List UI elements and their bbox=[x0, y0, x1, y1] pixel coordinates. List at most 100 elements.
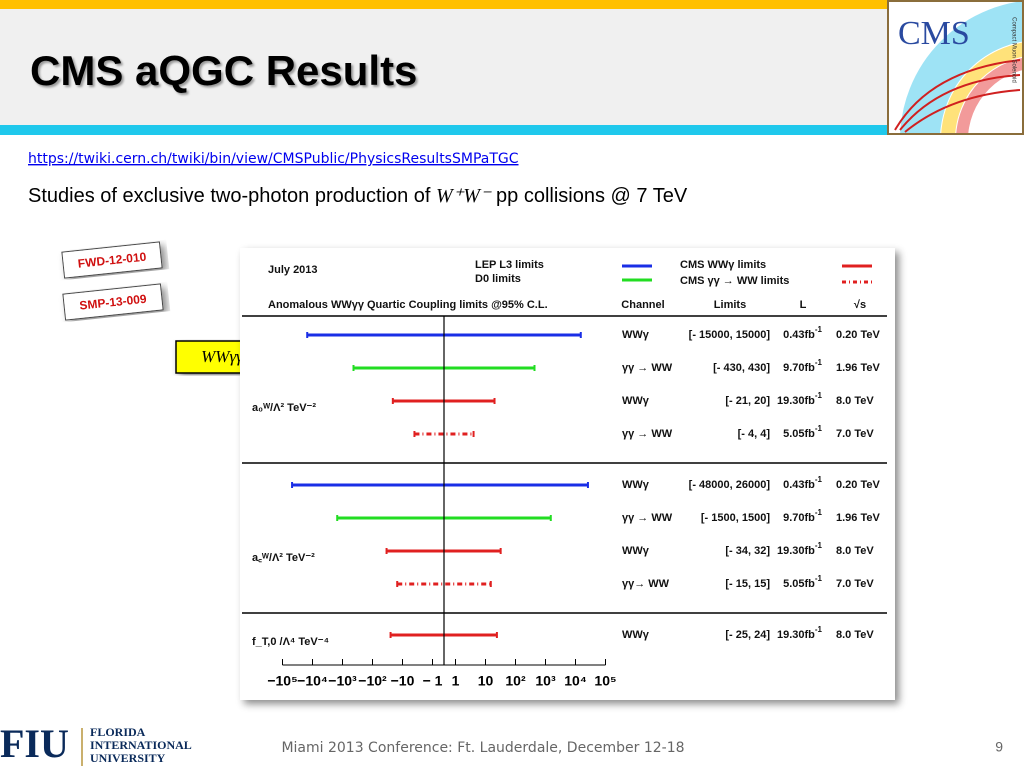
logo-side-text: Compact Muon Solenoid bbox=[1010, 17, 1016, 83]
slide-title: CMS aQGC Results bbox=[30, 47, 417, 94]
x-tick-label: −10³ bbox=[328, 673, 357, 689]
limits: [- 34, 32] bbox=[725, 545, 770, 557]
limits: [- 15000, 15000] bbox=[689, 329, 771, 341]
energy: 8.0 TeV bbox=[836, 545, 874, 557]
channel: WWγ bbox=[622, 329, 650, 341]
link[interactable]: https://twiki.cern.ch/twiki/bin/view/CMS… bbox=[28, 151, 519, 167]
x-tick-label: − 1 bbox=[423, 673, 443, 689]
lumi-value: 19.30fb bbox=[777, 629, 815, 641]
lumi-value: 0.43fb bbox=[783, 329, 815, 341]
legend-label: CMS γγ → WW limits bbox=[680, 275, 789, 287]
x-tick-label: 10⁴ bbox=[564, 673, 587, 689]
lumi-unit: -1 bbox=[815, 424, 823, 433]
x-tick-label: −10² bbox=[358, 673, 387, 689]
limits: [- 15, 15] bbox=[725, 578, 770, 590]
page-number: 9 bbox=[995, 739, 1003, 755]
header-rule bbox=[0, 125, 1024, 135]
limits: [- 21, 20] bbox=[725, 395, 770, 407]
x-tick-label: 10² bbox=[505, 673, 526, 689]
column-header: L bbox=[800, 299, 807, 311]
channel: γγ→ WW bbox=[622, 578, 670, 590]
tag: FWD-12-010 bbox=[61, 241, 163, 279]
luminosity: 19.30fb-1 bbox=[777, 625, 823, 641]
channel: γγ → WW bbox=[622, 512, 673, 524]
lumi-unit: -1 bbox=[815, 391, 823, 400]
channel: γγ → WW bbox=[622, 428, 673, 440]
coupling-label: a₀ᵂ/Λ² TeV⁻² bbox=[252, 402, 316, 414]
luminosity: 5.05fb-1 bbox=[783, 424, 822, 440]
subtitle-before: Studies of exclusive two-photon producti… bbox=[28, 185, 431, 207]
lumi-unit: -1 bbox=[815, 574, 823, 583]
lumi-unit: -1 bbox=[815, 625, 823, 634]
top-strip bbox=[0, 0, 1024, 9]
channel: WWγ bbox=[622, 479, 650, 491]
coupling-label: f_T,0 /Λ⁴ TeV⁻⁴ bbox=[252, 636, 329, 648]
university-line: UNIVERSITY bbox=[90, 751, 166, 765]
plot-subtitle: Anomalous WWγγ Quartic Coupling limits @… bbox=[268, 299, 548, 311]
plot: July 2013 Anomalous WWγγ Quartic Coupling… bbox=[242, 259, 887, 689]
channel: γγ → WW bbox=[622, 362, 673, 374]
energy: 0.20 TeV bbox=[836, 479, 880, 491]
luminosity: 5.05fb-1 bbox=[783, 574, 822, 590]
energy: 1.96 TeV bbox=[836, 512, 880, 524]
energy: 7.0 TeV bbox=[836, 578, 874, 590]
university-line: FLORIDA bbox=[90, 725, 146, 739]
cms-logo: CMS Compact Muon Solenoid bbox=[887, 0, 1024, 135]
lumi-unit: -1 bbox=[815, 475, 823, 484]
limits: [- 4, 4] bbox=[738, 428, 771, 440]
lumi-unit: -1 bbox=[815, 325, 823, 334]
subtitle-after: pp collisions @ 7 TeV bbox=[496, 185, 688, 207]
university-line: INTERNATIONAL bbox=[90, 738, 192, 752]
lumi-value: 19.30fb bbox=[777, 545, 815, 557]
lumi-unit: -1 bbox=[815, 508, 823, 517]
energy: 1.96 TeV bbox=[836, 362, 880, 374]
x-tick-label: −10⁴ bbox=[297, 673, 328, 689]
lumi-value: 0.43fb bbox=[783, 479, 815, 491]
lumi-value: 5.05fb bbox=[783, 578, 815, 590]
lumi-value: 9.70fb bbox=[783, 512, 815, 524]
footer-conference: Miami 2013 Conference: Ft. Lauderdale, D… bbox=[281, 740, 684, 756]
lumi-unit: -1 bbox=[815, 358, 823, 367]
subtitle: Studies of exclusive two-photon producti… bbox=[28, 185, 688, 208]
column-header: Limits bbox=[714, 299, 746, 311]
header-band bbox=[0, 0, 1024, 125]
x-tick-label: −10 bbox=[391, 673, 415, 689]
coupling-label: a꜀ᵂ/Λ² TeV⁻² bbox=[252, 552, 315, 564]
limits: [- 430, 430] bbox=[713, 362, 770, 374]
x-tick-label: 10⁵ bbox=[594, 673, 616, 689]
luminosity: 0.43fb-1 bbox=[783, 475, 822, 491]
luminosity: 9.70fb-1 bbox=[783, 508, 822, 524]
lumi-value: 5.05fb bbox=[783, 428, 815, 440]
callout-text: WWγγ bbox=[201, 347, 244, 366]
channel: WWγ bbox=[622, 629, 650, 641]
energy: 7.0 TeV bbox=[836, 428, 874, 440]
luminosity: 19.30fb-1 bbox=[777, 391, 823, 407]
column-header: √s bbox=[854, 299, 866, 311]
energy: 0.20 TeV bbox=[836, 329, 880, 341]
footer-logo: FIU bbox=[0, 721, 69, 766]
column-header: Channel bbox=[621, 299, 664, 311]
channel: WWγ bbox=[622, 545, 650, 557]
lumi-value: 9.70fb bbox=[783, 362, 815, 374]
legend-label: CMS WWγ limits bbox=[680, 259, 766, 271]
subtitle-math: W⁺W⁻ bbox=[436, 185, 492, 207]
luminosity: 19.30fb-1 bbox=[777, 541, 823, 557]
x-tick-label: 10 bbox=[478, 673, 494, 689]
energy: 8.0 TeV bbox=[836, 395, 874, 407]
limits: [- 48000, 26000] bbox=[689, 479, 771, 491]
x-tick-label: 10³ bbox=[535, 673, 556, 689]
lumi-unit: -1 bbox=[815, 541, 823, 550]
limits: [- 1500, 1500] bbox=[701, 512, 770, 524]
logo-text: CMS bbox=[898, 15, 970, 52]
energy: 8.0 TeV bbox=[836, 629, 874, 641]
luminosity: 9.70fb-1 bbox=[783, 358, 822, 374]
x-tick-label: −10⁵ bbox=[267, 673, 297, 689]
lumi-value: 19.30fb bbox=[777, 395, 815, 407]
tag: SMP-13-009 bbox=[62, 283, 164, 321]
plot-panel bbox=[240, 248, 895, 700]
legend-label: D0 limits bbox=[475, 273, 521, 285]
luminosity: 0.43fb-1 bbox=[783, 325, 822, 341]
channel: WWγ bbox=[622, 395, 650, 407]
legend-label: LEP L3 limits bbox=[475, 259, 544, 271]
